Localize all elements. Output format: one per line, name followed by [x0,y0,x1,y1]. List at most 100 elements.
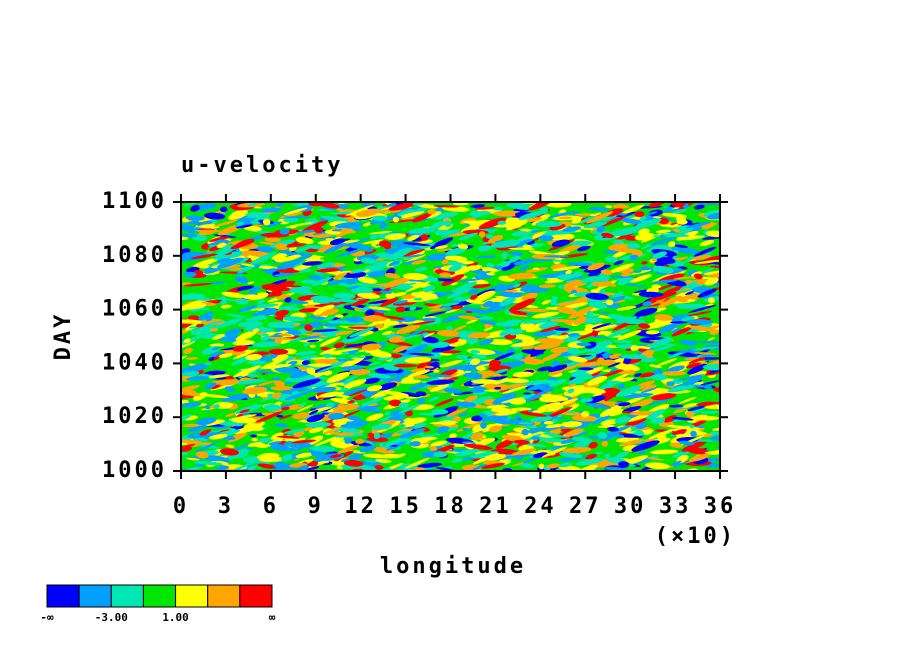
field-cell [446,288,472,299]
field-cell [541,394,569,401]
field-cell [699,239,715,246]
field-cell [429,446,437,451]
field-cell [367,385,383,392]
field-cell [208,236,230,242]
field-cell [181,236,189,241]
field-cell [525,380,535,384]
field-cell [446,407,468,417]
field-cell [470,294,478,300]
field-cell [650,449,679,455]
y-tick-label: 1080 [102,243,167,268]
field-cell [687,311,713,317]
field-cell [185,357,199,360]
field-cell [652,265,674,274]
field-cell [330,211,356,215]
field-cell [475,365,486,371]
field-cell [671,247,701,254]
field-cell [417,462,443,468]
field-cell [312,231,328,235]
field-cell [351,268,366,273]
field-cell [443,302,460,306]
field-cell [530,229,540,233]
field-cell [568,306,594,319]
field-cell [552,265,582,271]
field-cell [488,234,503,244]
field-cell [362,249,377,255]
field-cell [601,232,614,239]
field-cell [196,297,212,301]
field-cell [213,219,239,227]
field-cell [547,364,569,373]
field-cell [259,355,270,362]
field-cell [690,430,697,437]
field-cell [414,266,428,272]
field-cell [181,371,200,381]
field-cell [405,280,433,293]
field-cell [650,291,677,301]
field-cell [347,326,370,329]
field-cell [585,292,610,301]
field-cell [683,375,703,386]
field-cell [592,314,600,318]
field-cell [394,300,409,304]
field-cell [519,264,529,271]
field-cell [475,206,495,210]
field-cell [567,332,580,337]
field-cell [361,390,378,396]
field-cell [206,320,225,325]
field-cell [252,341,282,348]
field-cell [275,327,302,335]
field-cell [255,380,277,387]
field-cell [192,258,219,268]
field-cell [431,409,449,415]
field-cell [494,386,502,390]
field-cell [288,374,315,383]
field-cell [513,258,538,266]
field-cell [480,228,495,233]
field-cell [594,324,617,331]
field-cell [418,412,439,416]
colorbar-label: ∞ [269,611,276,624]
field-cell [351,305,359,309]
field-cell [434,229,458,236]
field-cell [344,437,352,444]
field-cell [231,217,257,222]
field-cell [594,348,606,354]
field-cell [235,276,249,284]
field-cell [471,415,483,422]
field-cell [495,410,518,416]
field-cell [638,291,664,298]
field-cell [371,423,392,430]
field-cell [255,370,276,375]
field-cell [703,270,720,275]
field-cell [641,384,657,393]
field-cell [257,463,276,469]
field-cell [547,370,564,376]
field-cell [472,453,499,465]
field-cell [688,325,717,332]
field-cell [469,264,482,271]
field-cell [208,374,230,378]
field-cell [586,276,609,282]
field-cell [316,268,341,273]
field-cell [274,366,303,374]
field-cell [614,401,622,405]
field-cell [611,373,629,382]
field-cell [237,321,263,328]
field-cell [359,445,377,453]
field-cell [270,376,282,382]
field-cell [649,364,662,368]
field-cell [671,429,687,435]
field-cell [541,299,551,305]
field-cell [567,356,588,363]
field-cell [368,361,382,366]
field-cell [389,282,417,290]
field-cell [388,260,400,267]
field-cell [540,352,562,362]
field-cell [661,233,690,238]
x-tick-label: 18 [434,494,467,519]
field-cell [267,321,294,329]
field-cell [329,432,354,436]
field-cell [351,286,373,294]
